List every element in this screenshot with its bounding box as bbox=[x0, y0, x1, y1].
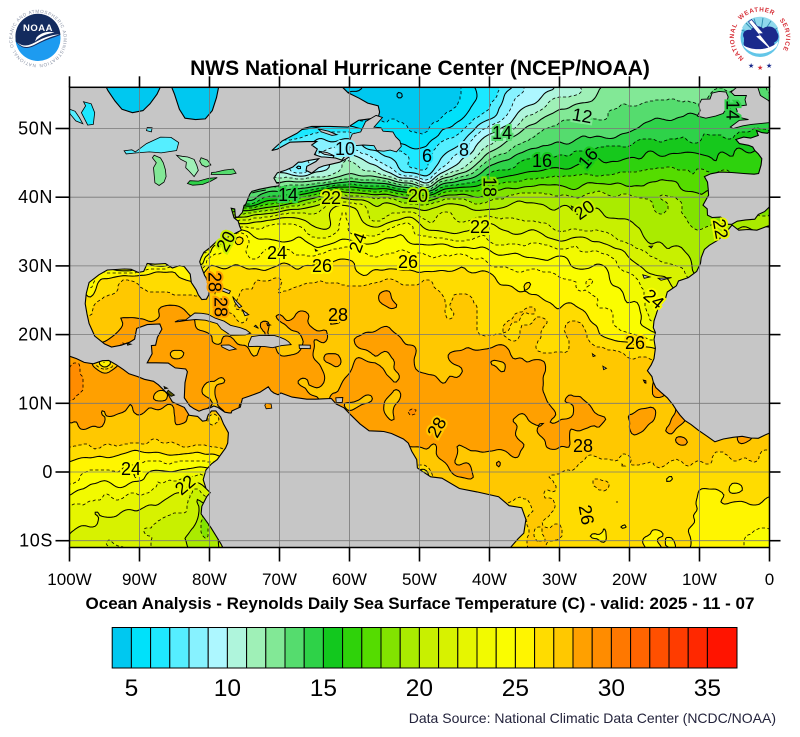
svg-text:20N: 20N bbox=[18, 325, 53, 345]
svg-text:Data Source: National Climatic: Data Source: National Climatic Data Cent… bbox=[409, 710, 776, 726]
svg-text:10S: 10S bbox=[19, 531, 53, 551]
svg-text:40N: 40N bbox=[18, 187, 53, 207]
svg-text:40W: 40W bbox=[472, 570, 507, 589]
svg-text:26: 26 bbox=[625, 333, 645, 353]
svg-text:30N: 30N bbox=[18, 256, 53, 276]
svg-text:90W: 90W bbox=[122, 570, 157, 589]
svg-text:22: 22 bbox=[321, 188, 341, 208]
svg-text:80W: 80W bbox=[192, 570, 227, 589]
svg-text:22: 22 bbox=[709, 217, 732, 240]
svg-text:26: 26 bbox=[312, 256, 332, 276]
svg-text:26: 26 bbox=[398, 252, 418, 272]
svg-text:Ocean Analysis - Reynolds Dail: Ocean Analysis - Reynolds Daily Sea Surf… bbox=[86, 594, 755, 613]
svg-text:50N: 50N bbox=[18, 119, 53, 139]
svg-text:15: 15 bbox=[310, 675, 337, 702]
svg-text:70W: 70W bbox=[262, 570, 297, 589]
svg-text:0: 0 bbox=[42, 462, 53, 482]
svg-text:16: 16 bbox=[532, 151, 552, 171]
svg-text:14: 14 bbox=[492, 123, 512, 143]
svg-text:50W: 50W bbox=[402, 570, 437, 589]
svg-text:20: 20 bbox=[406, 675, 433, 702]
svg-text:30W: 30W bbox=[542, 570, 577, 589]
svg-text:60W: 60W bbox=[332, 570, 367, 589]
svg-text:100W: 100W bbox=[47, 570, 91, 589]
svg-text:14: 14 bbox=[722, 100, 742, 120]
svg-text:0: 0 bbox=[765, 570, 774, 589]
svg-text:10: 10 bbox=[214, 675, 241, 702]
svg-text:22: 22 bbox=[470, 217, 490, 237]
svg-text:24: 24 bbox=[121, 459, 141, 479]
svg-text:30: 30 bbox=[598, 675, 625, 702]
svg-text:★: ★ bbox=[748, 62, 754, 70]
svg-text:26: 26 bbox=[575, 503, 598, 526]
svg-text:10: 10 bbox=[335, 139, 355, 159]
svg-text:10N: 10N bbox=[18, 393, 53, 413]
svg-text:20: 20 bbox=[408, 186, 428, 206]
svg-text:28: 28 bbox=[210, 297, 230, 317]
svg-text:8: 8 bbox=[459, 140, 469, 160]
svg-text:NOAA: NOAA bbox=[23, 23, 53, 34]
svg-text:5: 5 bbox=[125, 675, 139, 702]
svg-text:28: 28 bbox=[328, 305, 348, 325]
svg-text:6: 6 bbox=[422, 146, 432, 166]
svg-text:18: 18 bbox=[479, 177, 499, 197]
svg-text:NWS National Hurricane Center: NWS National Hurricane Center (NCEP/NOAA… bbox=[190, 57, 650, 80]
svg-text:20W: 20W bbox=[612, 570, 647, 589]
svg-text:★: ★ bbox=[757, 64, 763, 72]
svg-text:10W: 10W bbox=[682, 570, 717, 589]
svg-text:35: 35 bbox=[694, 675, 721, 702]
svg-text:24: 24 bbox=[267, 243, 287, 263]
svg-text:25: 25 bbox=[502, 675, 529, 702]
svg-text:★: ★ bbox=[766, 62, 772, 70]
svg-text:28: 28 bbox=[573, 436, 593, 456]
svg-text:28: 28 bbox=[204, 272, 224, 292]
svg-text:12: 12 bbox=[571, 104, 594, 127]
svg-text:14: 14 bbox=[278, 185, 298, 205]
